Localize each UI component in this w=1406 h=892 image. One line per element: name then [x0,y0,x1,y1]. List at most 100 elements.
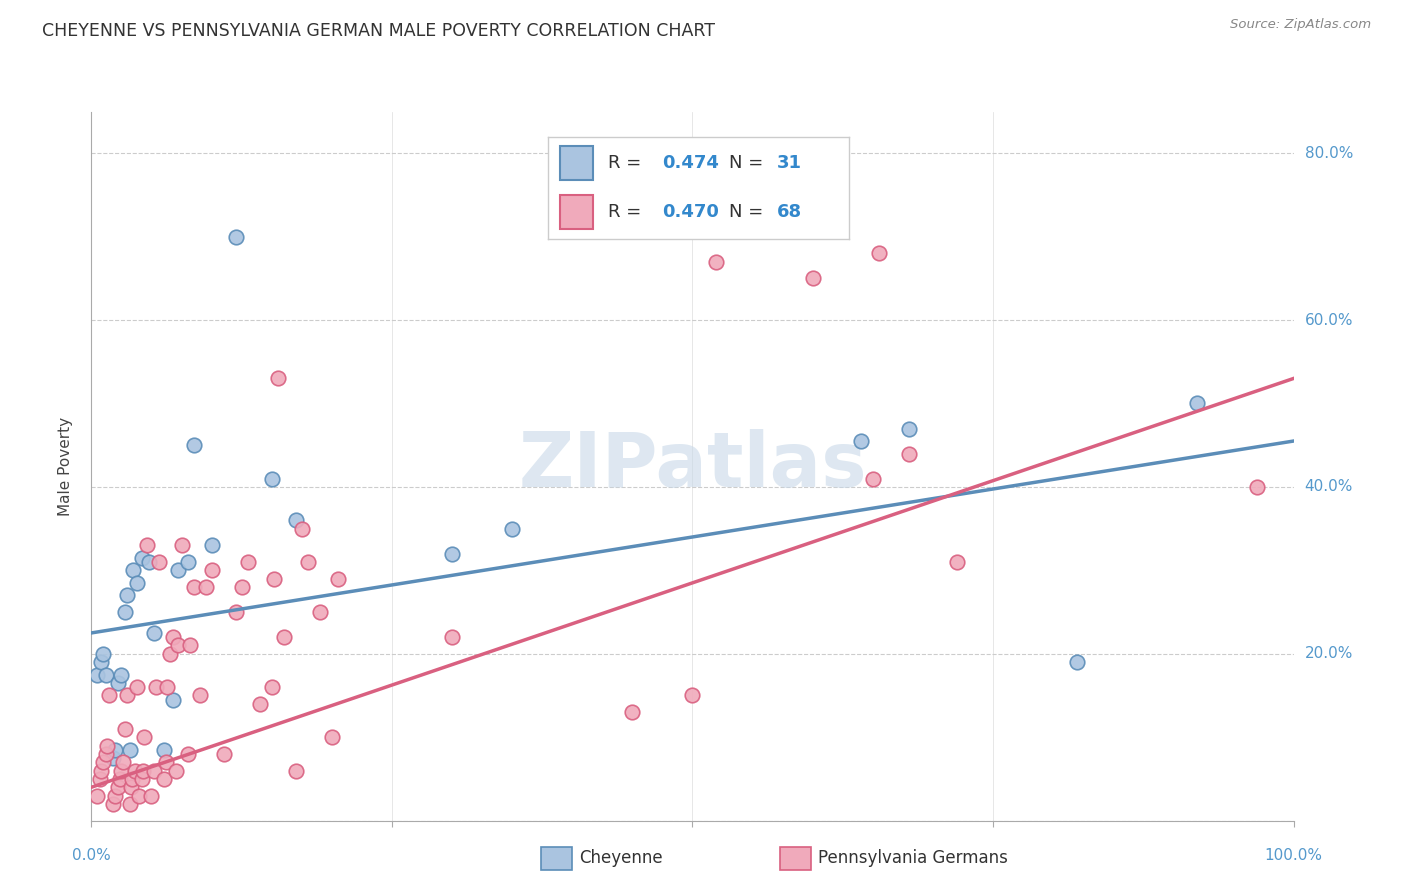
Point [188,689,211,703]
Point [194,580,217,594]
Text: 0.474: 0.474 [662,153,720,172]
Point [284,764,307,778]
Point [176,555,198,569]
Point [148,555,170,569]
Text: 68: 68 [776,203,801,221]
Text: 31: 31 [776,153,801,172]
Point [155,756,177,770]
Point [179,639,201,653]
Point [1246,480,1268,494]
Point [165,764,187,778]
Point [86,667,108,681]
Point [162,692,184,706]
Point [167,639,190,653]
Text: Cheyenne: Cheyenne [579,849,662,867]
Text: Pennsylvania Germans: Pennsylvania Germans [818,849,1008,867]
Point [118,797,141,811]
Point [152,742,174,756]
Point [260,472,283,486]
Point [110,772,132,786]
Point [201,538,224,552]
Text: N =: N = [728,203,769,221]
Point [89,772,111,786]
Point [114,722,136,736]
Point [321,730,343,744]
Point [225,605,247,619]
Point [110,667,132,681]
Text: 20.0%: 20.0% [1305,647,1353,661]
Point [135,538,157,552]
Point [170,538,193,552]
Point [231,580,253,594]
Point [167,563,190,577]
Point [862,472,884,486]
Point [128,789,150,803]
Point [131,550,153,565]
Point [122,563,145,577]
Point [681,689,703,703]
Point [326,572,349,586]
Point [183,438,205,452]
Point [142,764,165,778]
Text: ZIPatlas: ZIPatlas [519,429,866,503]
Point [98,689,121,703]
Point [101,751,124,765]
Point [118,742,141,756]
Point [260,680,283,694]
Point [273,630,295,644]
Point [94,667,117,681]
Point [117,689,139,703]
Text: 0.0%: 0.0% [72,848,111,863]
Point [121,772,143,786]
Point [440,547,463,561]
Text: 60.0%: 60.0% [1305,312,1353,327]
Point [212,747,235,761]
Point [104,789,127,803]
Point [267,371,290,385]
Point [501,522,523,536]
Text: CHEYENNE VS PENNSYLVANIA GERMAN MALE POVERTY CORRELATION CHART: CHEYENNE VS PENNSYLVANIA GERMAN MALE POV… [42,22,716,40]
Point [201,563,224,577]
Point [183,580,205,594]
Point [263,572,285,586]
Point [125,575,148,590]
Point [131,772,153,786]
Point [104,742,127,756]
Point [152,772,174,786]
Text: 0.470: 0.470 [662,203,720,221]
Point [114,605,136,619]
Point [111,756,134,770]
Point [94,747,117,761]
Point [297,555,319,569]
Point [897,421,920,435]
Point [124,764,146,778]
Text: R =: R = [609,203,647,221]
Point [96,739,118,753]
Point [176,747,198,761]
Point [162,630,184,644]
Point [868,246,890,260]
Point [93,756,115,770]
Point [142,626,165,640]
Text: Source: ZipAtlas.com: Source: ZipAtlas.com [1230,18,1371,31]
Point [291,522,314,536]
Point [138,555,160,569]
Point [117,588,139,602]
Point [1066,655,1088,669]
Point [440,630,463,644]
Point [86,789,108,803]
Point [134,730,156,744]
Point [897,446,920,460]
Y-axis label: Male Poverty: Male Poverty [58,417,73,516]
Point [90,655,112,669]
Point [308,605,330,619]
Point [849,434,872,448]
Point [93,647,115,661]
Point [110,764,132,778]
Text: R =: R = [609,153,647,172]
Point [159,647,181,661]
Point [156,680,179,694]
Text: 100.0%: 100.0% [1264,848,1323,863]
Point [236,555,259,569]
Point [225,229,247,244]
